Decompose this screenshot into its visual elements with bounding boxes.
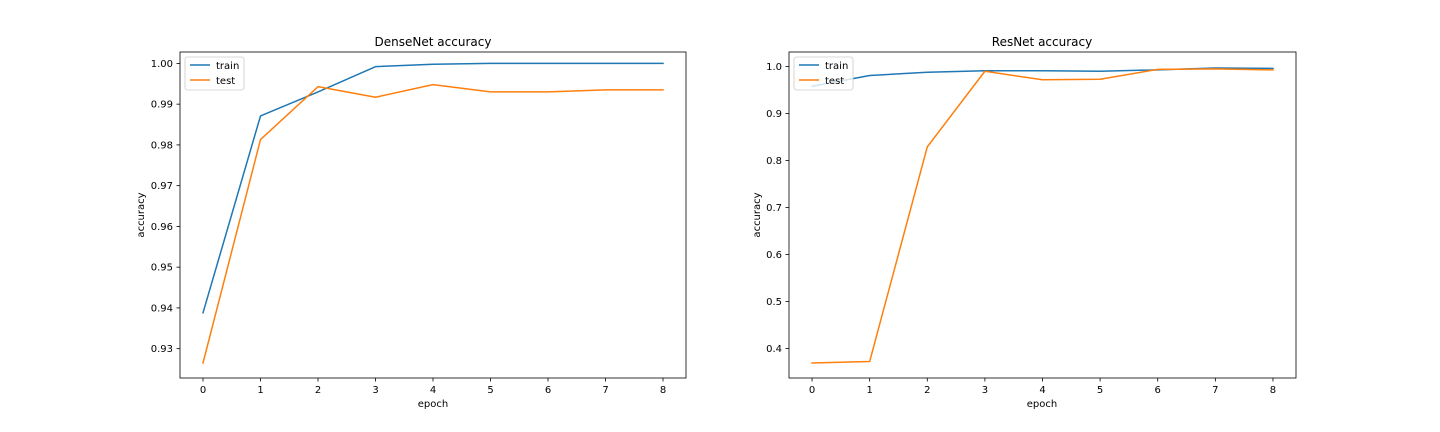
x-tick-label: 3 <box>982 385 988 396</box>
y-tick-label: 0.97 <box>151 181 173 192</box>
y-tick-label: 0.8 <box>766 156 782 167</box>
y-tick-label: 0.94 <box>151 303 173 314</box>
x-tick-label: 0 <box>200 385 206 396</box>
x-tick-label: 6 <box>1155 385 1161 396</box>
y-tick-label: 0.98 <box>151 140 173 151</box>
x-tick-label: 4 <box>430 385 436 396</box>
series-line-train <box>202 62 664 314</box>
x-tick-label: 5 <box>1097 385 1103 396</box>
x-tick-label: 3 <box>372 385 378 396</box>
legend-label: test <box>216 76 235 87</box>
chart-title: ResNet accuracy <box>992 35 1092 49</box>
series-lines <box>811 67 1274 364</box>
x-tick-label: 8 <box>660 385 666 396</box>
legend-label: train <box>216 61 239 72</box>
chart-title: DenseNet accuracy <box>375 35 492 49</box>
x-tick-label: 2 <box>315 385 321 396</box>
plot-area <box>180 52 686 378</box>
x-tick-label: 5 <box>487 385 493 396</box>
series-line-test <box>202 83 664 364</box>
x-ticks: 0 1 2 3 4 5 6 7 8 <box>809 378 1276 396</box>
x-tick-label: 8 <box>1270 385 1276 396</box>
plot-frame <box>788 51 1297 379</box>
legend-label: test <box>825 76 844 87</box>
legend-label: train <box>825 61 848 72</box>
y-tick-label: 0.93 <box>151 344 173 355</box>
x-tick-label: 0 <box>809 385 815 396</box>
plot-frame <box>179 51 687 379</box>
chart-densenet: DenseNet accuracy 0 1 2 3 4 5 6 7 8 0.93 0.94 0.95… <box>136 35 687 410</box>
x-axis-label: epoch <box>418 399 448 410</box>
x-ticks: 0 1 2 3 4 5 6 7 8 <box>200 378 666 396</box>
x-axis-label: epoch <box>1027 399 1057 410</box>
y-axis-label: accuracy <box>752 192 763 237</box>
x-tick-label: 7 <box>1212 385 1218 396</box>
y-tick-label: 0.95 <box>151 263 173 274</box>
y-tick-label: 0.9 <box>766 109 782 120</box>
y-ticks: 0.93 0.94 0.95 0.96 0.97 0.98 0.99 1.00 <box>151 59 180 355</box>
x-tick-label: 7 <box>602 385 608 396</box>
series-line-test <box>811 68 1274 364</box>
y-ticks: 0.4 0.5 0.6 0.7 0.8 0.9 1.0 <box>766 62 789 355</box>
series-lines <box>202 62 664 364</box>
y-tick-label: 0.4 <box>766 344 782 355</box>
y-tick-label: 0.7 <box>766 203 782 214</box>
x-tick-label: 1 <box>257 385 263 396</box>
plot-area <box>789 52 1296 378</box>
y-tick-label: 0.6 <box>766 250 782 261</box>
x-tick-label: 1 <box>866 385 872 396</box>
x-tick-label: 2 <box>924 385 930 396</box>
legend: train test <box>184 56 245 91</box>
y-axis-label: accuracy <box>136 192 147 237</box>
y-tick-label: 1.00 <box>151 59 173 70</box>
y-tick-label: 1.0 <box>766 62 782 73</box>
legend: train test <box>793 56 854 91</box>
y-tick-label: 0.5 <box>766 297 782 308</box>
x-tick-label: 6 <box>545 385 551 396</box>
y-tick-label: 0.99 <box>151 100 173 111</box>
y-tick-label: 0.96 <box>151 222 173 233</box>
x-tick-label: 4 <box>1039 385 1045 396</box>
